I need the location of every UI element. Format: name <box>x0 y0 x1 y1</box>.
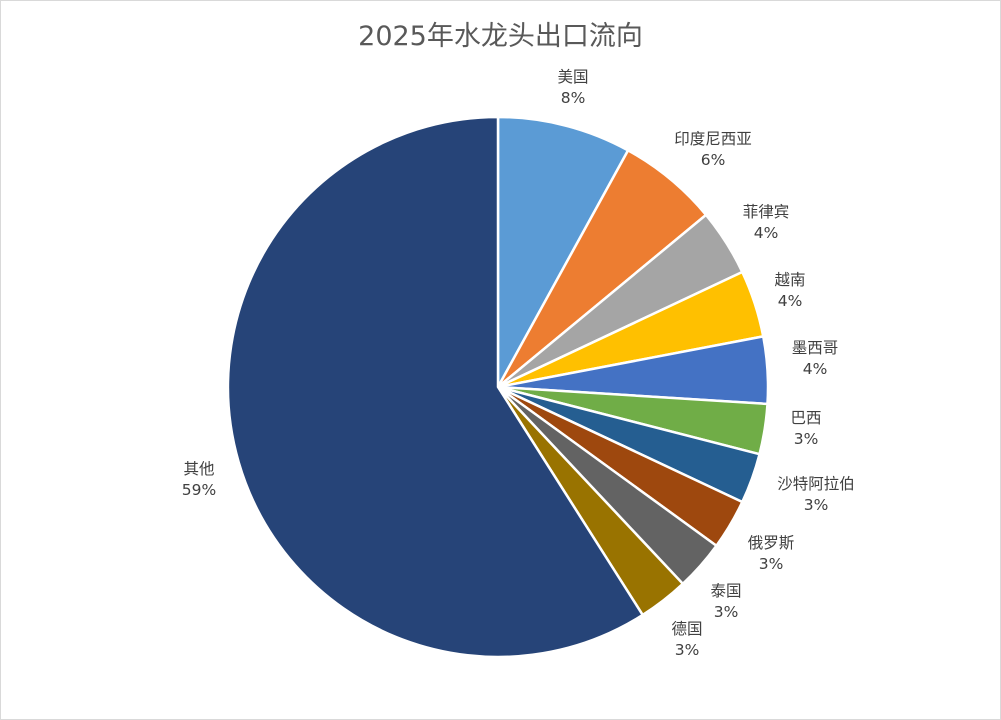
slice-label-value: 8% <box>561 89 586 107</box>
slice-label-name: 菲律宾 <box>743 203 790 221</box>
slice-label-name: 泰国 <box>710 582 741 600</box>
slice-label-name: 印度尼西亚 <box>674 130 752 148</box>
slice-label-name: 其他 <box>183 460 214 478</box>
pie-slice <box>496 115 630 389</box>
slice-label-value: 3% <box>804 496 829 514</box>
slice-label-value: 6% <box>701 151 726 169</box>
slice-label-name: 墨西哥 <box>792 339 839 357</box>
slice-label-value: 4% <box>754 224 779 242</box>
slice-label-value: 3% <box>759 555 784 573</box>
slice-label-name: 越南 <box>774 271 805 289</box>
slice-label-value: 59% <box>182 481 216 499</box>
slice-label-value: 3% <box>714 603 739 621</box>
slice-label-name: 俄罗斯 <box>748 534 795 552</box>
slice-label-name: 德国 <box>671 620 702 638</box>
slice-label-name: 巴西 <box>790 409 821 427</box>
slice-label-name: 美国 <box>557 68 588 86</box>
slice-label-value: 4% <box>778 292 803 310</box>
slice-label-value: 4% <box>803 360 828 378</box>
slice-label-name: 沙特阿拉伯 <box>777 475 855 493</box>
chart-title: 2025年水龙头出口流向 <box>358 21 643 52</box>
slice-label-value: 3% <box>794 430 819 448</box>
slice-label-value: 3% <box>675 641 700 659</box>
pie-slice <box>226 115 644 659</box>
